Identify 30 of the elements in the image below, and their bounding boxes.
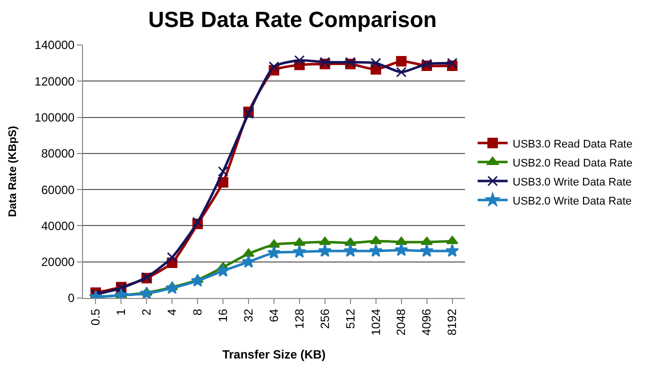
y-tick-label: 140000 [34, 38, 75, 52]
x-tick-label: 512 [343, 308, 358, 329]
chart-title: USB Data Rate Comparison [148, 6, 437, 32]
x-tick-label: 256 [318, 308, 332, 329]
y-tick-label: 20000 [41, 255, 75, 270]
x-tick-label: 0.5 [88, 308, 103, 326]
y-tick-label: 80000 [41, 146, 75, 161]
y-tick-label: 60000 [41, 182, 75, 197]
x-tick-label: 1 [114, 308, 128, 316]
x-tick-label: 4 [165, 308, 180, 316]
y-tick-label: 120000 [34, 74, 75, 88]
y-tick-label: 0 [68, 291, 75, 306]
x-tick-label: 2048 [394, 308, 408, 336]
x-tick-label: 1024 [368, 308, 383, 336]
x-tick-label: 2 [140, 308, 154, 316]
x-tick-label: 8192 [445, 308, 460, 336]
y-tick-label: 100000 [34, 110, 75, 124]
x-tick-label: 32 [241, 308, 256, 322]
y-tick-label: 40000 [41, 218, 75, 233]
x-tick-label: 4096 [420, 308, 434, 336]
x-tick-label: 64 [266, 308, 281, 322]
legend-label: USB3.0 Write Data Rate [512, 176, 632, 188]
x-axis-title: Transfer Size (KB) [222, 347, 326, 362]
legend-label: USB2.0 Write Data Rate [512, 195, 632, 208]
y-axis-title: Data Rate (KBpS) [7, 126, 20, 218]
legend-label: USB2.0 Read Data Rate [512, 157, 632, 170]
x-tick-label: 128 [292, 308, 306, 329]
x-tick-label: 16 [216, 308, 230, 322]
legend-label: USB3.0 Read Data Rate [512, 138, 632, 150]
x-tick-label: 8 [190, 308, 204, 316]
